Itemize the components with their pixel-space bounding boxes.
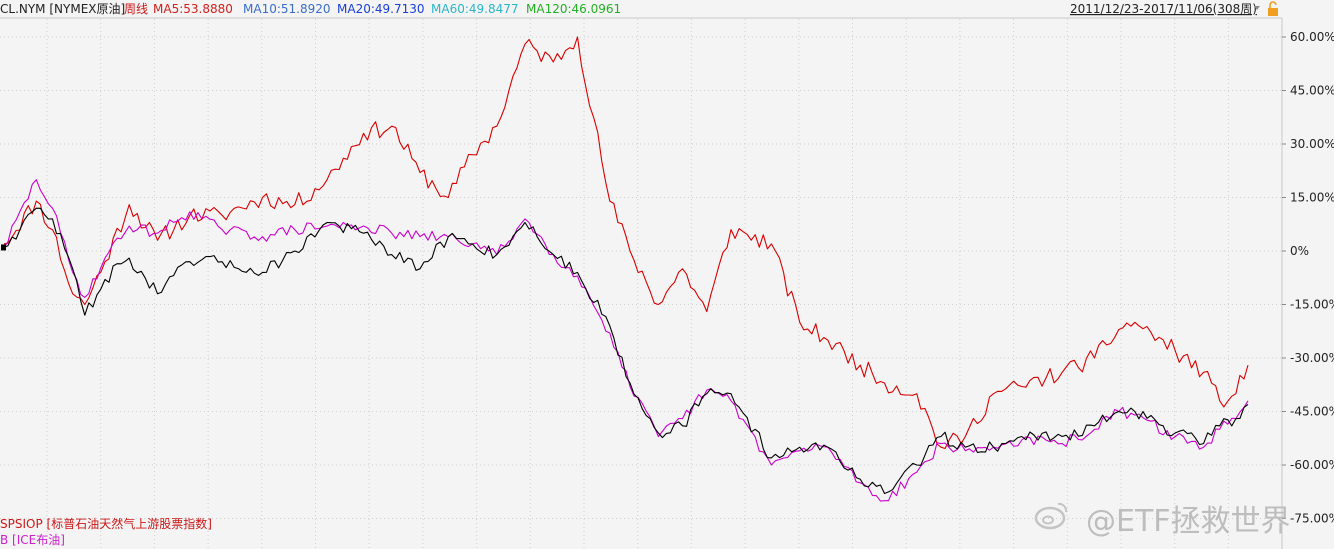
y-tick-label: -45.00% [1290, 405, 1334, 419]
chart-grid [0, 19, 1282, 549]
y-tick-label: 45.00% [1290, 84, 1334, 98]
legend-spsiop: SPSIOP [标普石油天然气上游股票指数] [0, 516, 212, 531]
y-tick-label: -15.00% [1290, 298, 1334, 312]
ma5-label: MA5:53.8880 [153, 2, 233, 16]
lock-icon[interactable] [1268, 1, 1278, 16]
date-range-label[interactable]: 2011/12/23-2017/11/06(308周) [1070, 2, 1257, 16]
chevron-down-icon[interactable] [1254, 6, 1260, 10]
ma10-label: MA10:51.8920 [243, 2, 331, 16]
y-tick-label: 60.00% [1290, 30, 1334, 44]
y-tick-label: -75.00% [1290, 512, 1334, 526]
series-layer [1, 36, 1249, 502]
y-tick-label: -60.00% [1290, 458, 1334, 472]
instrument-title: CL.NYM [NYMEX原油] [0, 2, 125, 16]
y-tick-label: 0% [1290, 244, 1309, 258]
watermark-text: @ETF拯救世界 [1086, 504, 1291, 539]
y-axis-ticks: 60.00% 45.00% 30.00% 15.00% 0% -15.00% -30.00%… [1282, 30, 1334, 526]
period-label[interactable]: 周线 [124, 2, 148, 16]
start-marker [1, 244, 6, 251]
y-tick-label: -30.00% [1290, 351, 1334, 365]
series-spsiop-line [3, 36, 1249, 450]
y-tick-label: 15.00% [1290, 191, 1334, 205]
ma20-label: MA20:49.7130 [337, 2, 425, 16]
y-tick-label: 30.00% [1290, 137, 1334, 151]
weibo-logo-icon [1034, 502, 1068, 530]
ma60-label: MA60:49.8477 [431, 2, 519, 16]
legend-brent: B [ICE布油] [0, 533, 65, 547]
ma120-label: MA120:46.0961 [526, 2, 621, 16]
series-crude-line [3, 207, 1249, 495]
